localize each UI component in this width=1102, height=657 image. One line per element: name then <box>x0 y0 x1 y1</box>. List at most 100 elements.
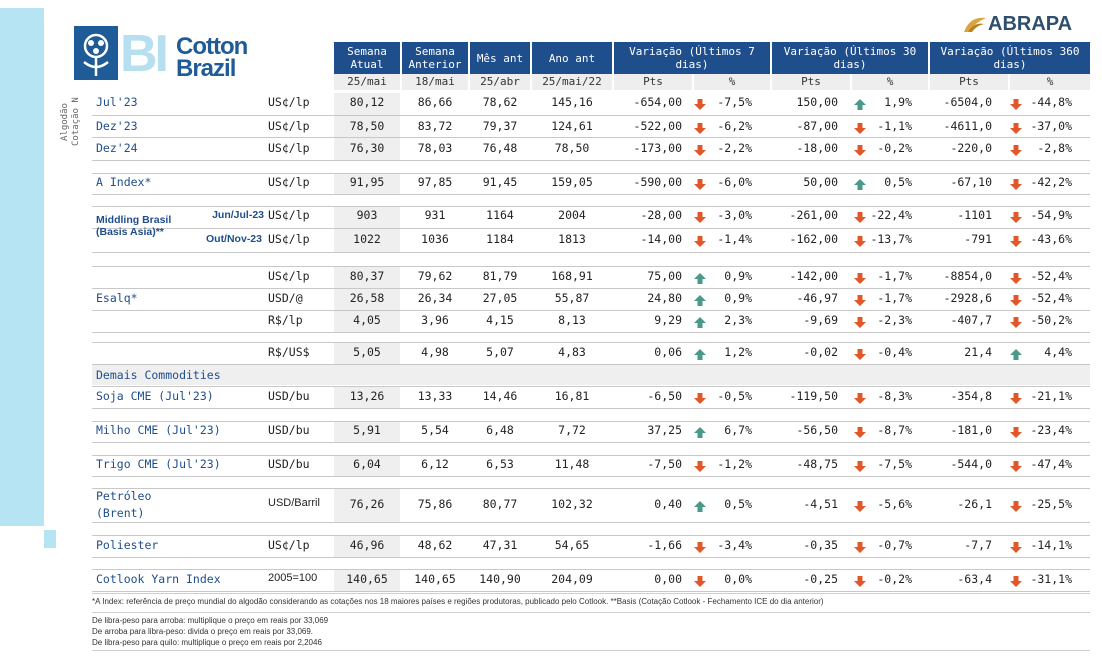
value-cell: 1164 <box>486 208 514 222</box>
value-cell: 14,46 <box>482 389 518 403</box>
variation-360-pts: -4611,0 <box>943 119 992 133</box>
divider <box>92 650 1090 651</box>
arrow-up-icon <box>853 176 867 190</box>
arrow-down-icon <box>1009 424 1023 438</box>
row-divider <box>92 137 1090 138</box>
variation-7-pts: 9,29 <box>654 313 682 327</box>
variation-360-pts: -791 <box>964 232 992 246</box>
variation-30-pts: -48,75 <box>796 457 838 471</box>
arrow-down-icon <box>1009 314 1023 328</box>
variation-7-pct: -1,4% <box>717 232 752 246</box>
arrow-down-icon <box>853 573 867 587</box>
arrow-down-icon <box>853 314 867 328</box>
variation-360-pct: -42,2% <box>1030 175 1072 189</box>
arrow-down-icon <box>693 176 707 190</box>
variation-360-pct: -47,4% <box>1030 457 1072 471</box>
value-cell: 16,81 <box>554 389 590 403</box>
value-cell: 4,83 <box>558 345 586 359</box>
value-cell: 1036 <box>421 232 449 246</box>
row-divider <box>92 591 1090 592</box>
value-cell: 27,05 <box>482 291 518 305</box>
variation-30-pct: -22,4% <box>870 208 912 222</box>
unit-label: R$/lp <box>268 313 303 327</box>
petroleo-label-line2: (Brent) <box>96 506 145 520</box>
arrow-down-icon <box>1009 539 1023 553</box>
header-semana-atual: Semana Atual <box>334 42 400 74</box>
value-cell: 8,13 <box>558 313 586 327</box>
value-cell: 81,79 <box>482 269 518 283</box>
unit-label: US¢/lp <box>268 141 310 155</box>
variation-360-pct: -21,1% <box>1030 389 1072 403</box>
header-ano-ant: Ano ant <box>532 42 612 74</box>
row-label: Jun/Jul-23 <box>212 209 264 221</box>
value-cell: 91,45 <box>482 175 518 189</box>
variation-7-pct: 1,2% <box>724 345 752 359</box>
arrow-down-icon <box>1009 270 1023 284</box>
value-cell: 86,66 <box>417 95 453 109</box>
middling-brasil-label: Middling Brasil (Basis Asia)** <box>96 214 172 238</box>
value-cell: 168,91 <box>551 269 593 283</box>
variation-7-pts: -28,00 <box>640 208 682 222</box>
value-cell: 13,26 <box>349 389 385 403</box>
row-divider <box>92 194 1090 195</box>
variation-360-pct: 4,4% <box>1044 345 1072 359</box>
value-cell: 5,07 <box>486 345 514 359</box>
row-divider <box>92 364 1090 365</box>
header-semana-anterior: Semana Anterior <box>402 42 468 74</box>
variation-30-pct: -0,7% <box>877 538 912 552</box>
variation-7-pts: -522,00 <box>633 119 682 133</box>
variation-7-pct: 0,0% <box>724 572 752 586</box>
arrow-down-icon <box>853 424 867 438</box>
value-cell: 140,65 <box>414 572 456 586</box>
value-cell: 11,48 <box>554 457 590 471</box>
row-divider <box>92 421 1090 422</box>
subheader-cell: 25/abr <box>470 74 530 90</box>
variation-30-pts: 150,00 <box>796 95 838 109</box>
variation-30-pct: -0,2% <box>877 572 912 586</box>
value-cell: 6,04 <box>353 457 381 471</box>
header-variacao-360: Variação (Últimos 360 dias) <box>930 42 1090 74</box>
variation-30-pts: -9,69 <box>803 313 838 327</box>
value-cell: 83,72 <box>417 119 453 133</box>
row-divider <box>92 342 1090 343</box>
value-cell: 78,50 <box>554 141 590 155</box>
variation-7-pct: -3,4% <box>717 538 752 552</box>
petroleo-label-line1: Petróleo <box>96 489 152 503</box>
variation-360-pct: -14,1% <box>1030 538 1072 552</box>
shade-block <box>334 206 400 252</box>
variation-30-pts: -261,00 <box>789 208 838 222</box>
variation-30-pct: -1,1% <box>877 119 912 133</box>
variation-7-pct: 0,5% <box>724 497 752 511</box>
variation-360-pct: -23,4% <box>1030 423 1072 437</box>
row-label: Soja CME (Jul'23) <box>96 389 214 403</box>
row-divider <box>92 386 1090 387</box>
footnote-conversion-2: De arroba para libra-peso: divida o preç… <box>92 627 314 636</box>
value-cell: 76,30 <box>349 141 385 155</box>
unit-label: USD/Barril <box>268 497 320 509</box>
arrow-down-icon <box>693 209 707 223</box>
arrow-down-icon <box>693 458 707 472</box>
value-cell: 102,32 <box>551 497 593 511</box>
variation-7-pts: -590,00 <box>633 175 682 189</box>
variation-30-pct: -8,3% <box>877 389 912 403</box>
unit-label: USD/bu <box>268 457 310 471</box>
arrow-down-icon <box>1009 120 1023 134</box>
variation-30-pts: -142,00 <box>789 269 838 283</box>
variation-7-pct: -7,5% <box>717 95 752 109</box>
subheader-cell: Pts <box>614 74 692 90</box>
unit-label: USD/bu <box>268 423 310 437</box>
variation-7-pct: -1,2% <box>717 457 752 471</box>
row-divider <box>92 310 1090 311</box>
row-divider <box>92 206 1090 207</box>
unit-label: US¢/lp <box>268 119 310 133</box>
variation-7-pct: -0,5% <box>717 389 752 403</box>
cotton-brazil-wordmark: Cotton Brazil <box>176 33 248 82</box>
value-cell: 48,62 <box>417 538 453 552</box>
value-cell: 55,87 <box>554 291 590 305</box>
variation-360-pct: -2,8% <box>1037 141 1072 155</box>
arrow-down-icon <box>853 346 867 360</box>
row-label: Out/Nov-23 <box>205 233 262 245</box>
shade-block <box>334 488 400 522</box>
variation-30-pct: 1,9% <box>884 95 912 109</box>
variation-7-pts: -173,00 <box>633 141 682 155</box>
